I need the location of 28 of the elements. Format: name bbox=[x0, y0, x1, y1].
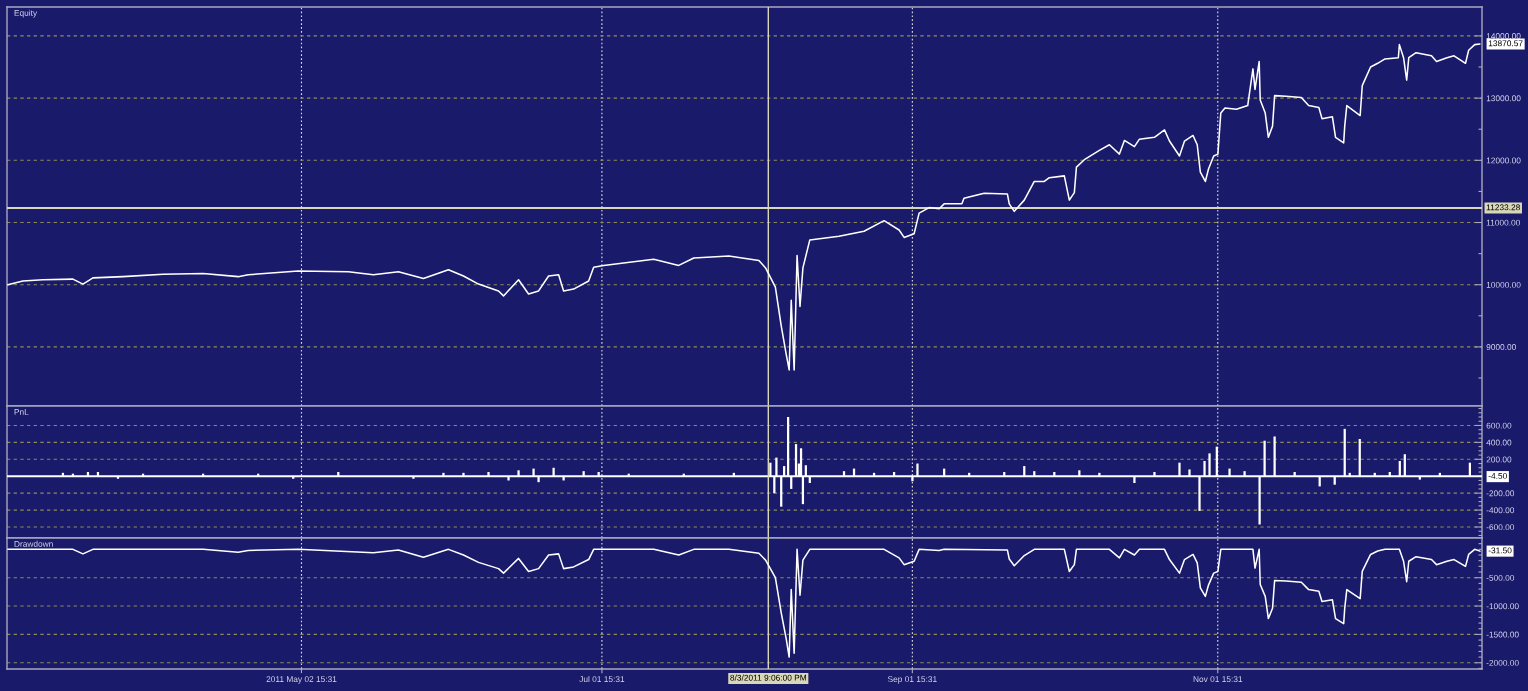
x-tick-label: 2011 May 02 15:31 bbox=[266, 676, 337, 684]
ref-line-label: 8/3/2011 9:06:00 PM bbox=[730, 674, 806, 681]
annotation: 13870.57 bbox=[1488, 40, 1523, 47]
chart-title: PnL bbox=[14, 409, 29, 415]
y-tick-label: -1000.00 bbox=[1486, 603, 1519, 610]
y-tick-label: 9000.00 bbox=[1486, 344, 1516, 351]
y-tick-label: 13000.00 bbox=[1486, 95, 1521, 102]
y-tick-label: 10000.00 bbox=[1486, 281, 1521, 288]
y-tick-label: -400.00 bbox=[1486, 507, 1515, 514]
y-tick-label: -1500.00 bbox=[1486, 631, 1519, 638]
y-tick-label: -600.00 bbox=[1486, 524, 1515, 531]
y-tick-label: 12000.00 bbox=[1486, 157, 1521, 164]
chart-title: Equity bbox=[14, 9, 38, 18]
y-tick-label: 400.00 bbox=[1486, 439, 1512, 446]
y-tick-label: 600.00 bbox=[1486, 422, 1512, 429]
ref-line-label: 11233.28 bbox=[1486, 204, 1520, 211]
x-tick-label: Nov 01 15:31 bbox=[1193, 676, 1243, 683]
y-tick-label: -200.00 bbox=[1486, 490, 1515, 497]
y-tick-label: -2000.00 bbox=[1486, 659, 1519, 666]
y-tick-label: 200.00 bbox=[1486, 456, 1512, 463]
x-tick-label: Sep 01 15:31 bbox=[887, 676, 937, 684]
y-tick-label: 11000.00 bbox=[1486, 219, 1520, 226]
x-tick-label: Jul 01 15:31 bbox=[579, 675, 625, 683]
y-tick-label: 14000.00 bbox=[1486, 33, 1521, 40]
y-tick-label: -500.00 bbox=[1486, 574, 1515, 581]
annotation: -4.50 bbox=[1488, 472, 1507, 479]
annotation: -31.50 bbox=[1488, 547, 1512, 554]
chart-title: Drawdown bbox=[14, 540, 53, 547]
